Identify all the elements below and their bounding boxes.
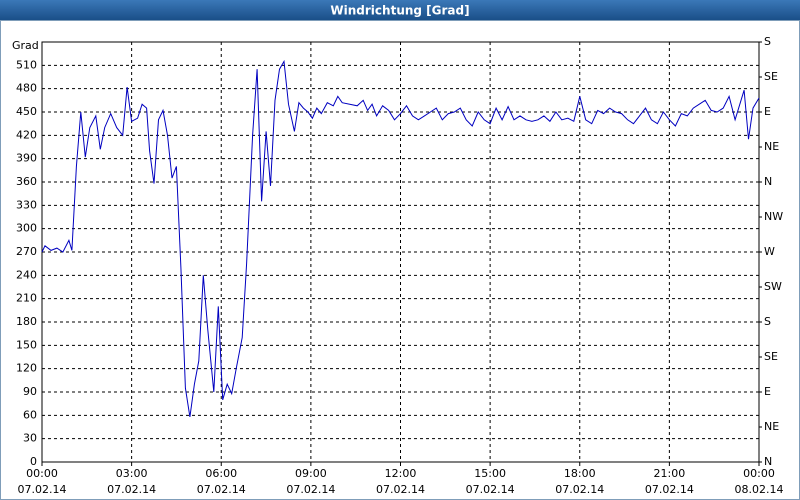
y2-tick-label: SW [764,280,782,293]
y-tick-label: 300 [16,222,37,235]
x-tick-label: 15:00 07.02.14 [466,467,515,496]
y2-tick-label: NE [764,140,779,153]
x-tick-label: 00:00 07.02.14 [18,467,67,496]
y2-tick-label: NW [764,210,783,223]
y-tick-label: 240 [16,268,37,281]
y-tick-label: 330 [16,198,37,211]
y-tick-label: 30 [23,432,37,445]
y-tick-label: 480 [16,82,37,95]
x-tick-label: 09:00 07.02.14 [286,467,335,496]
y-axis-label: Grad [12,39,39,52]
y-tick-label: 180 [16,315,37,328]
y-tick-label: 450 [16,105,37,118]
title-bar [0,0,800,20]
y2-tick-label: S [764,35,771,48]
x-tick-label: 03:00 07.02.14 [107,467,156,496]
y-tick-label: 510 [16,58,37,71]
y-tick-label: 360 [16,175,37,188]
y2-tick-label: N [764,455,772,468]
y-tick-label: 120 [16,362,37,375]
chart-title: Windrichtung [Grad] [330,4,469,18]
y-tick-label: 390 [16,152,37,165]
y-tick-label: 210 [16,292,37,305]
y2-tick-label: S [764,315,771,328]
y2-tick-label: E [764,385,771,398]
y2-tick-label: W [764,245,775,258]
y-tick-label: 0 [30,455,37,468]
y-tick-label: 150 [16,338,37,351]
x-tick-label: 18:00 07.02.14 [555,467,604,496]
y2-tick-label: NE [764,420,779,433]
x-tick-label: 12:00 07.02.14 [376,467,425,496]
y-tick-label: 270 [16,245,37,258]
y2-tick-label: N [764,175,772,188]
y-tick-label: 420 [16,128,37,141]
y2-tick-label: SE [764,70,778,83]
y-tick-label: 60 [23,408,37,421]
x-tick-label: 21:00 07.02.14 [645,467,694,496]
y2-tick-label: E [764,105,771,118]
y-tick-label: 90 [23,385,37,398]
x-tick-label: 06:00 07.02.14 [197,467,246,496]
x-tick-label: 00:00 08.02.14 [735,467,784,496]
data-line [41,59,760,417]
y2-tick-label: SE [764,350,778,363]
